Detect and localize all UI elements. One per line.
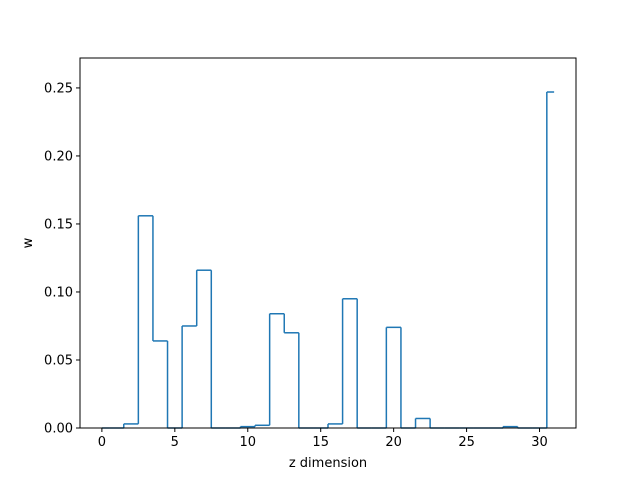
x-tick-label-10: 10 bbox=[239, 435, 256, 450]
y-tick-label-1: 0.05 bbox=[44, 353, 73, 368]
y-axis-ticks: 0.00 0.05 0.10 0.15 0.20 0.25 bbox=[44, 81, 80, 437]
x-axis-ticks: 0 5 10 15 20 25 30 bbox=[98, 428, 548, 450]
x-tick-label-15: 15 bbox=[312, 435, 329, 450]
y-tick-label-3: 0.15 bbox=[44, 217, 73, 232]
y-tick-label-0: 0.00 bbox=[44, 422, 73, 437]
y-tick-label-5: 0.25 bbox=[44, 81, 73, 96]
y-tick-label-4: 0.20 bbox=[44, 149, 73, 164]
x-axis-label: z dimension bbox=[289, 456, 367, 471]
plot-area bbox=[80, 58, 576, 428]
plot-frame bbox=[79, 57, 577, 429]
x-tick-label-5: 5 bbox=[171, 435, 179, 450]
x-tick-label-0: 0 bbox=[98, 435, 106, 450]
x-tick-label-20: 20 bbox=[385, 435, 402, 450]
y-axis-label: w bbox=[21, 237, 36, 248]
x-tick-label-25: 25 bbox=[458, 435, 475, 450]
y-tick-label-2: 0.10 bbox=[44, 285, 73, 300]
x-tick-label-30: 30 bbox=[531, 435, 548, 450]
